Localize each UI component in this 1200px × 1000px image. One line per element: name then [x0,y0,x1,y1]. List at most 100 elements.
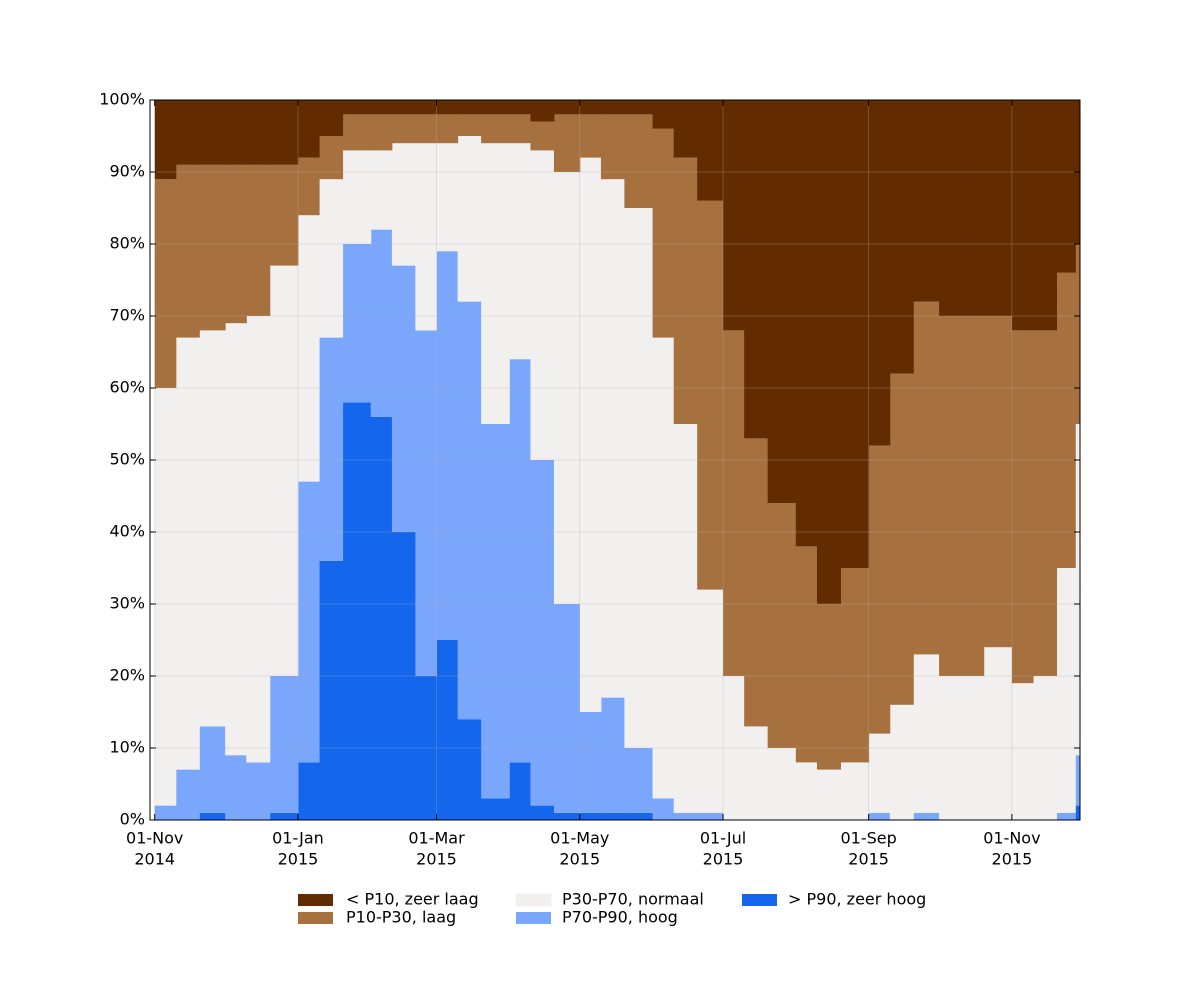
area-step [457,100,482,115]
x-tick-label: 01-Nov [126,829,183,848]
area-step [342,402,372,820]
area-step [697,100,724,201]
area-step [391,100,416,115]
area-step [579,812,602,820]
area-step [579,114,602,158]
area-step [913,301,940,655]
area-step [199,726,226,813]
area-step [391,265,416,532]
area-step [530,805,555,820]
y-tick-label: 50% [109,450,145,469]
area-step [319,100,344,136]
area-step [868,812,891,820]
legend-label: P30-P70, normaal [562,890,704,909]
area-step [889,704,914,820]
y-tick-label: 90% [109,162,145,181]
area-step [370,100,393,115]
area-step [1011,100,1034,331]
x-tick-label: 2015 [848,850,889,869]
area-step [509,143,531,360]
area-step [579,100,602,115]
area-step [509,762,531,820]
y-tick-label: 80% [109,234,145,253]
legend-label: P10-P30, laag [346,908,456,927]
area-step [868,733,891,813]
area-step [1056,272,1076,568]
area-step [553,812,581,820]
area-step [913,812,940,820]
area-step [913,654,940,813]
legend-swatch [298,894,333,906]
area-step [1011,330,1034,684]
y-tick-label: 10% [109,738,145,757]
area-step [370,150,393,230]
area-step [436,114,459,144]
area-step [246,100,271,165]
x-tick-label: 2014 [134,850,175,869]
area-step [652,798,675,820]
x-tick-label: 2015 [559,850,600,869]
area-step [154,805,177,820]
area-step [744,726,769,820]
area-step [297,762,320,820]
area-step [154,179,177,388]
area-step [889,100,914,374]
area-step [154,388,177,806]
y-tick-label: 0% [120,810,145,829]
area-step [319,136,344,180]
area-step [297,100,320,158]
y-tick-label: 60% [109,378,145,397]
area-step [652,100,675,129]
y-tick-label: 70% [109,306,145,325]
area-step [199,330,226,727]
area-step [840,100,870,568]
area-step [816,100,841,604]
area-step [600,114,625,180]
y-tick-label: 100% [99,90,145,109]
area-step [767,503,797,748]
area-step [624,812,654,820]
area-step [175,164,200,338]
area-step [530,150,555,460]
legend-swatch [742,894,777,906]
plot-frame [149,99,1081,821]
area-step [913,100,940,302]
area-step [319,337,344,561]
area-step [269,265,299,676]
legend-label: > P90, zeer hoog [788,890,926,909]
area-step [391,143,416,266]
x-tick-label: 2015 [992,850,1033,869]
area-step [868,100,891,446]
area-step [175,337,200,770]
area-step [246,316,271,763]
area-step [481,143,510,424]
area-step [436,251,459,640]
area-step [624,114,654,208]
area-step [983,316,1013,648]
area-step [1056,100,1076,273]
area-step [509,114,531,144]
area-step [225,755,247,820]
area-step [342,150,372,244]
area-step [939,100,961,316]
area-step [175,100,200,165]
area-step [939,316,961,676]
area-step [697,589,724,813]
area-step [624,100,654,115]
area-step [1033,100,1058,331]
area-step [579,712,602,813]
x-tick-label: 01-Sep [840,829,896,848]
x-tick-label: 2015 [703,850,744,869]
area-step [370,416,393,820]
area-step [199,100,226,165]
area-step [297,481,320,763]
area-step [868,445,891,734]
area-step [673,157,698,424]
area-step [697,812,724,820]
area-step [673,100,698,158]
area-step [1075,755,1081,806]
area-step [673,424,698,813]
x-tick-label: 01-May [550,829,609,848]
area-step [530,121,555,151]
area-step [415,100,438,115]
